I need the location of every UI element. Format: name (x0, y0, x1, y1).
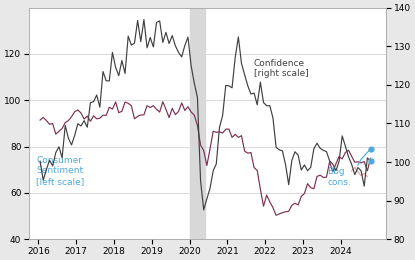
Point (367, 159, 374, 163)
Point (367, 147, 374, 151)
Text: Bbg
cons.: Bbg cons. (327, 167, 351, 187)
Bar (190, 8, 205, 239)
Text: Confidence
[right scale]: Confidence [right scale] (254, 58, 309, 78)
Text: Consumer
Sentiment
[left scale]: Consumer Sentiment [left scale] (36, 156, 84, 186)
